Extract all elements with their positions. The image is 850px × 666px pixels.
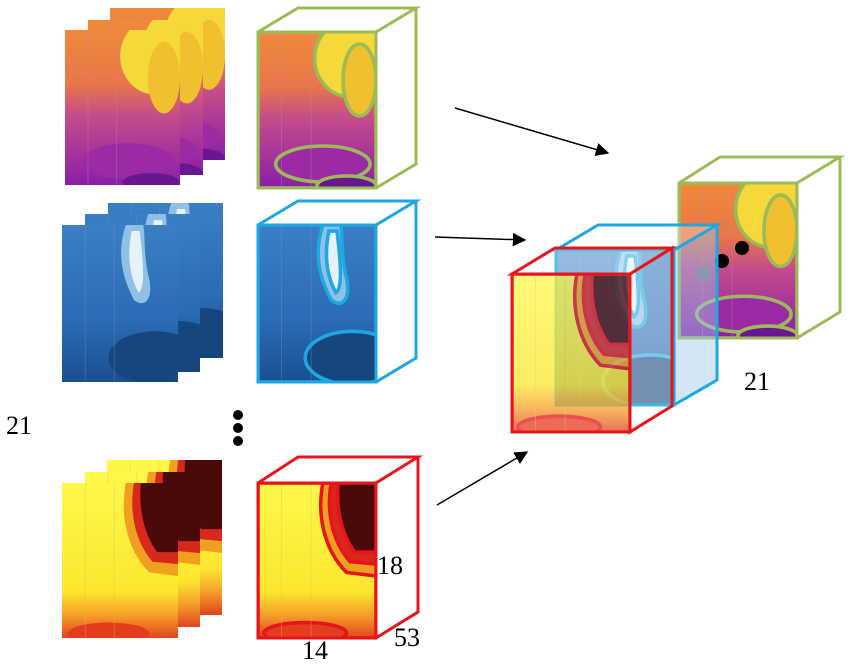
stack-blue xyxy=(62,203,223,382)
cube-warm xyxy=(256,6,422,190)
cube-blue xyxy=(256,199,422,384)
composite-dots xyxy=(697,241,749,280)
stack-fire xyxy=(62,460,222,638)
depth-label: 53 xyxy=(394,623,420,652)
stack-warm xyxy=(65,8,225,185)
width-label: 14 xyxy=(302,636,328,665)
height-label: 18 xyxy=(377,551,403,580)
arrows xyxy=(434,107,610,506)
composite-red xyxy=(506,245,678,435)
ellipsis xyxy=(233,410,243,446)
stack-count: 21 xyxy=(744,367,770,396)
left-count: 21 xyxy=(6,411,32,440)
composite-green xyxy=(677,155,846,340)
cube-fire xyxy=(256,455,424,640)
